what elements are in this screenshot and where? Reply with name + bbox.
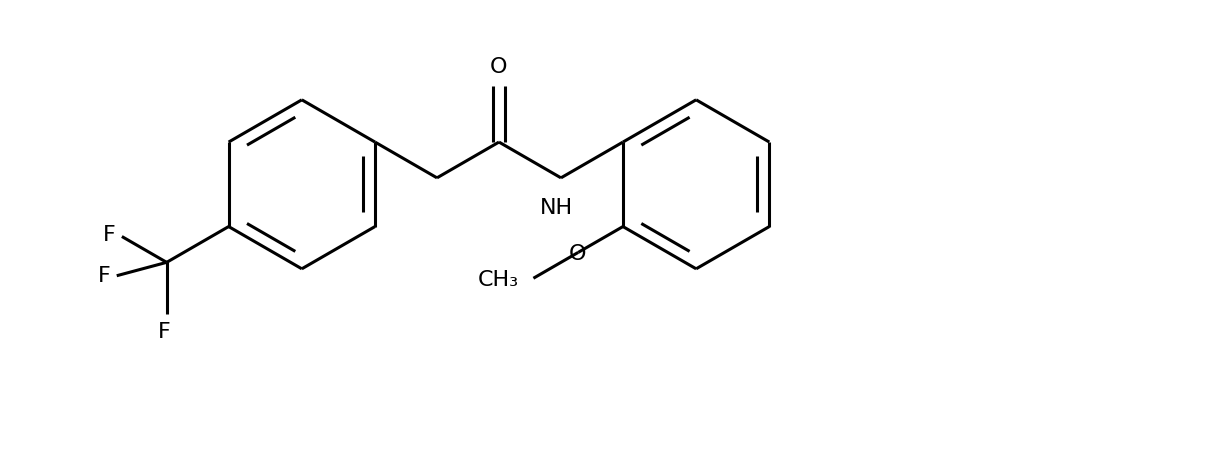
Text: O: O (490, 57, 507, 77)
Text: F: F (103, 225, 115, 245)
Text: F: F (159, 322, 171, 342)
Text: F: F (98, 266, 110, 286)
Text: CH₃: CH₃ (478, 270, 518, 290)
Text: NH: NH (539, 198, 573, 218)
Text: O: O (568, 245, 585, 264)
